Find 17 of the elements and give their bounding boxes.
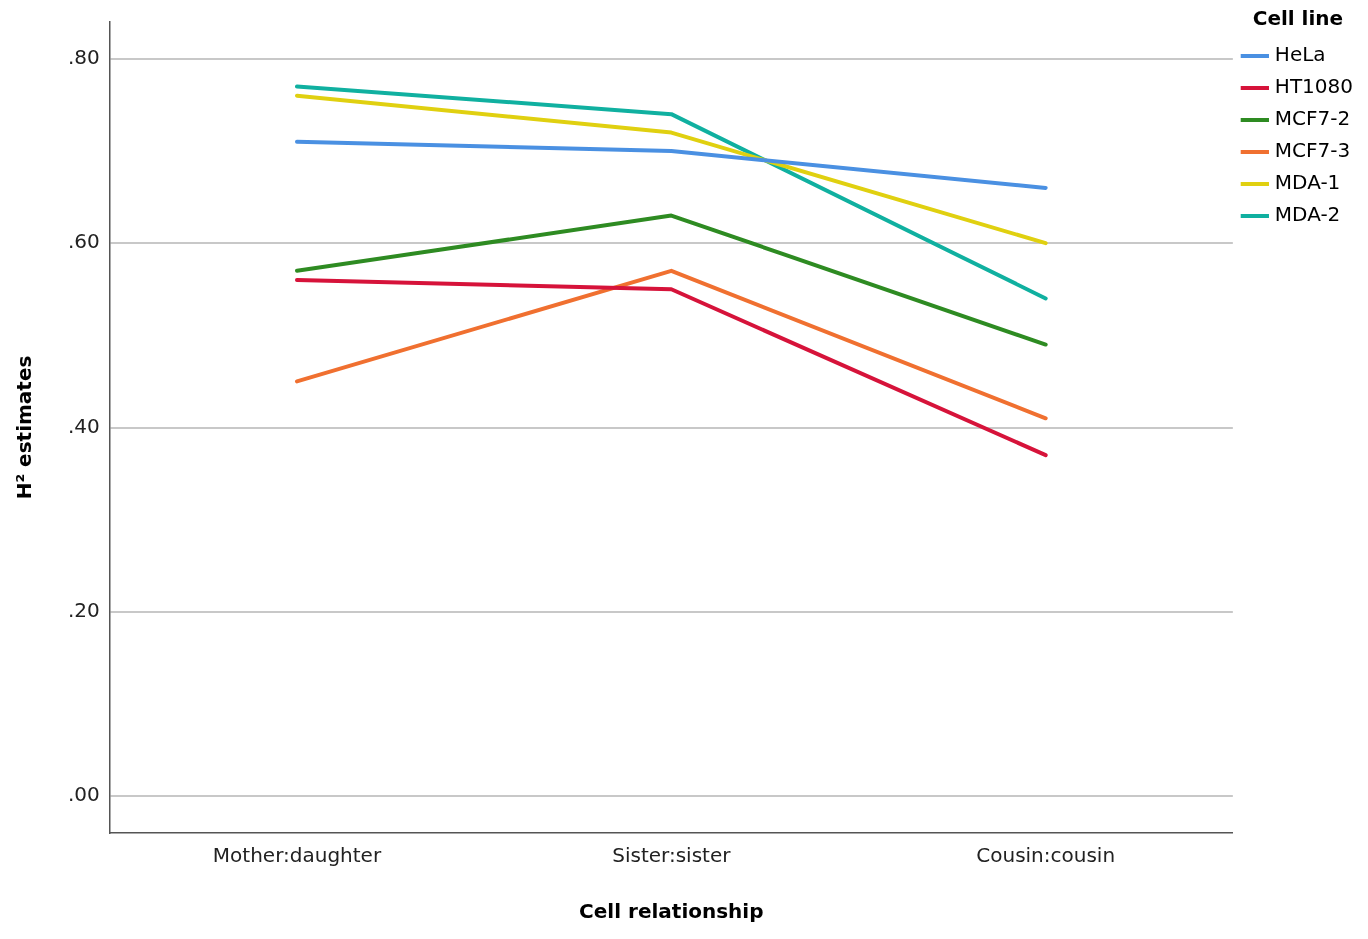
y-tick-label: .80	[67, 45, 100, 70]
legend-label: MCF7-2	[1274, 106, 1351, 131]
y-axis-title: H² estimates	[12, 355, 37, 500]
legend-label: MDA-2	[1274, 202, 1341, 227]
x-axis-title: Cell relationship	[579, 899, 764, 924]
y-tick-label: .60	[67, 229, 100, 254]
x-tick-label: Sister:sister	[612, 843, 732, 868]
legend-title: Cell line	[1252, 6, 1344, 31]
x-tick-label: Mother:daughter	[212, 843, 382, 868]
legend-label: HeLa	[1274, 42, 1326, 67]
y-tick-label: .20	[67, 598, 100, 623]
y-tick-label: .40	[67, 413, 100, 438]
legend-label: HT1080	[1274, 74, 1353, 99]
legend-label: MDA-1	[1274, 170, 1341, 195]
legend-label: MCF7-3	[1274, 138, 1351, 163]
x-tick-label: Cousin:cousin	[976, 843, 1116, 868]
y-tick-label: .00	[67, 782, 100, 807]
